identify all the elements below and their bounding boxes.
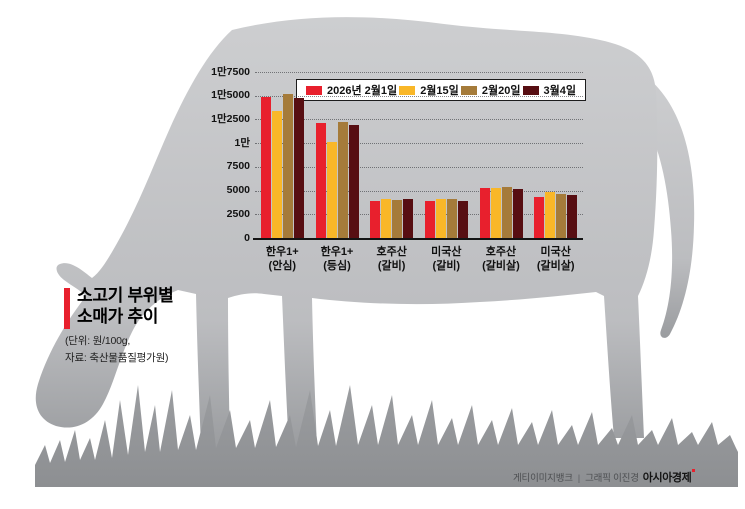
image-source-credit: 게티이미지뱅크	[513, 473, 573, 484]
x-axis-category-label: 한우1+ (등심)	[302, 245, 373, 274]
x-axis-category-label: 호주산 (갈비살)	[466, 245, 537, 274]
x-axis-line	[253, 238, 583, 240]
category-label-line2: (갈비살)	[482, 260, 520, 273]
legend-label: 3월4일	[543, 85, 576, 97]
x-axis-category-label: 한우1+ (안심)	[247, 245, 318, 274]
bar-2026년 2월1일-호주산(갈비)	[370, 201, 381, 238]
title-line-2: 소매가 추이	[77, 306, 159, 326]
category-label-line1: 미국산	[431, 246, 462, 258]
legend-swatch-icon	[399, 85, 416, 95]
gridline-15000	[255, 95, 583, 97]
brand-red-mark-icon	[692, 469, 696, 472]
bar-3월4일-한우1+(안심)	[293, 97, 304, 238]
gridline-12500	[255, 119, 583, 121]
chart-legend: 2026년 2월1일 2월15일 2월20일 3월4일	[296, 79, 586, 101]
legend-label: 2월15일	[420, 85, 459, 97]
bar-2월20일-미국산(갈비)	[446, 199, 457, 238]
y-axis-tick-label: 1만7500	[211, 65, 250, 78]
y-axis-tick-label: 5000	[226, 184, 250, 197]
source-note: 자료: 축산물품질평가원)	[65, 351, 169, 364]
bar-2월20일-호주산(갈비살)	[501, 187, 512, 238]
bar-3월4일-호주산(갈비)	[403, 198, 414, 238]
credits: 게티이미지뱅크 | 그래픽 이진경 아시아경제	[513, 469, 696, 485]
x-axis-category-label: 호주산 (갈비)	[356, 245, 427, 274]
bar-3월4일-한우1+(등심)	[348, 125, 359, 238]
category-label-line1: 호주산	[376, 246, 407, 258]
bar-2월20일-한우1+(등심)	[337, 121, 348, 238]
bar-2월15일-한우1+(등심)	[326, 142, 337, 238]
chart-notes: (단위: 원/100g, 자료: 축산물품질평가원)	[65, 333, 169, 367]
category-label-line1: 미국산	[540, 246, 571, 258]
bar-2월15일-미국산(갈비)	[435, 198, 446, 238]
category-label-line2: (갈비)	[432, 260, 461, 273]
y-axis-tick-label: 7500	[226, 160, 250, 173]
brand-logo: 아시아경제	[642, 472, 692, 484]
bar-2월15일-호주산(갈비)	[381, 199, 392, 238]
page-title: 소고기 부위별 소매가 추이	[77, 286, 174, 327]
bar-3월4일-미국산(갈비살)	[567, 195, 578, 238]
legend-swatch-icon	[522, 85, 539, 95]
grass-silhouette	[35, 385, 738, 487]
category-label-line2: (갈비)	[377, 260, 406, 273]
y-axis-tick-label: 0	[244, 231, 250, 244]
credit-divider: |	[577, 473, 581, 484]
bar-2월15일-한우1+(안심)	[271, 111, 282, 238]
category-label-line2: (등심)	[323, 260, 351, 273]
x-axis-category-label: 미국산 (갈비살)	[520, 245, 591, 274]
x-axis-category-label: 미국산 (갈비)	[411, 245, 482, 274]
category-label-line1: 한우1+	[265, 246, 299, 258]
title-line-1: 소고기 부위별	[77, 286, 174, 305]
gridline-17500	[255, 72, 583, 73]
y-axis-tick-label: 2500	[226, 207, 250, 220]
bar-3월4일-호주산(갈비살)	[512, 188, 523, 238]
bar-2026년 2월1일-한우1+(안심)	[260, 96, 271, 238]
category-label-line1: 호주산	[485, 246, 517, 258]
legend-item-2026년 2월1일: 2026년 2월1일	[306, 82, 397, 98]
graphic-credit: 그래픽 이진경	[585, 473, 639, 484]
legend-swatch-icon	[306, 85, 322, 95]
y-axis-tick-label: 1만	[234, 136, 251, 149]
legend-item-3월4일: 3월4일	[522, 82, 576, 98]
bar-2월20일-한우1+(안심)	[282, 94, 293, 238]
unit-note: (단위: 원/100g,	[65, 335, 131, 347]
y-axis-tick-label: 1만2500	[211, 112, 250, 125]
bar-2026년 2월1일-한우1+(등심)	[315, 123, 326, 238]
legend-label: 2월20일	[481, 85, 521, 97]
bar-2026년 2월1일-호주산(갈비살)	[479, 188, 490, 238]
bar-2026년 2월1일-미국산(갈비살)	[534, 197, 545, 238]
y-axis-tick-label: 1만5000	[211, 89, 250, 102]
legend-item-2월15일: 2월15일	[399, 82, 459, 98]
bar-2월20일-호주산(갈비)	[392, 199, 403, 238]
gridline-5000	[255, 190, 583, 192]
bar-2월15일-미국산(갈비살)	[545, 191, 556, 238]
bar-2월15일-호주산(갈비살)	[490, 187, 501, 238]
legend-label: 2026년 2월1일	[327, 85, 398, 97]
gridline-2500	[255, 214, 583, 216]
title-accent-bar	[64, 288, 70, 329]
legend-item-2월20일: 2월20일	[460, 82, 521, 98]
bar-3월4일-미국산(갈비)	[457, 201, 468, 238]
gridline-10000	[255, 143, 583, 145]
gridline-7500	[255, 166, 583, 168]
category-label-line2: (갈비살)	[536, 260, 575, 273]
cow-tail-shape	[628, 72, 695, 338]
bar-2월20일-미국산(갈비살)	[556, 194, 567, 238]
bar-2026년 2월1일-미국산(갈비)	[424, 200, 435, 238]
category-label-line1: 한우1+	[320, 246, 354, 258]
category-label-line2: (안심)	[268, 260, 297, 273]
legend-swatch-icon	[460, 85, 477, 95]
